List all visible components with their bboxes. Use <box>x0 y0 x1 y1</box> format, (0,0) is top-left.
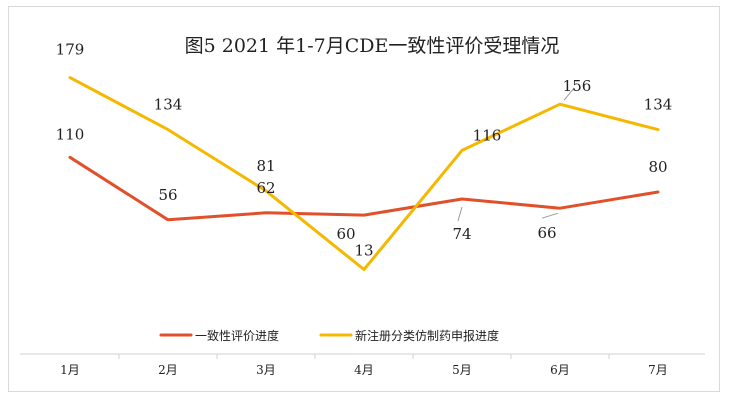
data-label-s2-3: 81 <box>256 157 275 175</box>
data-labels: 110 56 62 60 74 66 80 179 134 81 13 116 156 134 <box>56 41 673 260</box>
legend-label-1: 一致性评价进度 <box>195 328 279 343</box>
legend-label-2: 新注册分类仿制药申报进度 <box>355 328 499 343</box>
data-label-s1-2: 56 <box>158 186 177 204</box>
data-label-s2-1: 179 <box>56 41 85 59</box>
x-tick-label-5: 5月 <box>452 363 472 377</box>
data-label-s1-6: 66 <box>537 224 556 242</box>
data-label-s1-4: 60 <box>336 225 355 243</box>
series-lines <box>68 76 660 271</box>
leader-line-s2-6 <box>563 87 575 101</box>
x-tick-label-3: 3月 <box>256 363 276 377</box>
data-label-s2-7: 134 <box>644 96 673 114</box>
chart-frame <box>8 6 720 392</box>
data-label-s1-5: 74 <box>452 225 471 243</box>
leader-line-s1-5 <box>457 206 463 222</box>
x-tick-label-6: 6月 <box>550 363 570 377</box>
legend: 一致性评价进度 新注册分类仿制药申报进度 <box>159 328 499 343</box>
x-tick-label-7: 7月 <box>648 363 668 377</box>
data-label-s1-3: 62 <box>256 179 275 197</box>
data-label-s2-2: 134 <box>154 96 183 114</box>
series-line-1 <box>68 155 660 222</box>
data-label-s2-5: 116 <box>473 126 502 144</box>
leader-lines <box>457 87 575 222</box>
data-label-s2-4: 13 <box>354 242 373 260</box>
x-tick-label-2: 2月 <box>158 363 178 377</box>
x-tick-label-4: 4月 <box>354 363 374 377</box>
chart-title: 图5 2021 年1-7月CDE一致性评价受理情况 <box>185 35 560 57</box>
data-label-s2-6: 156 <box>563 77 592 95</box>
x-ticks: 1月 2月 3月 4月 5月 6月 7月 <box>60 354 668 377</box>
series-line-2 <box>68 76 660 271</box>
x-tick-label-1: 1月 <box>60 363 80 377</box>
data-label-s1-7: 80 <box>648 158 667 176</box>
leader-line-s1-6 <box>541 212 559 219</box>
data-label-s1-1: 110 <box>56 125 85 143</box>
